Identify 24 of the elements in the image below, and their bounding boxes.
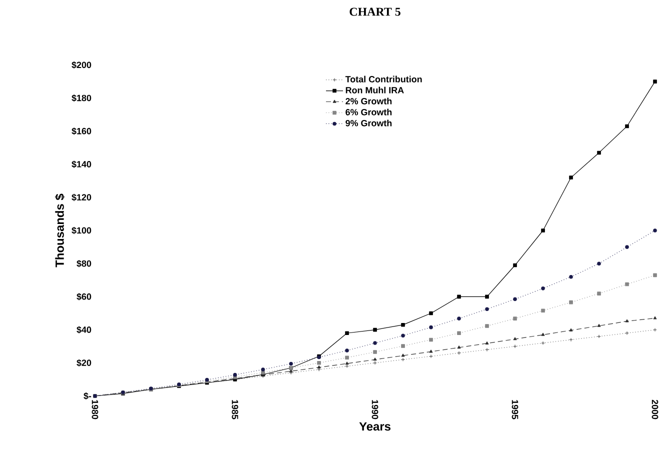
y-tick-label: $100 bbox=[72, 226, 92, 234]
x-tick-label: 1980 bbox=[92, 400, 98, 420]
y-tick-label: $160 bbox=[72, 128, 92, 135]
legend-label: 2% Growth bbox=[346, 98, 392, 104]
x-tick-label: 2000 bbox=[652, 400, 658, 420]
x-tick-label: 1985 bbox=[232, 400, 238, 420]
chart-title: CHART 5 bbox=[350, 8, 400, 16]
y-tick-label: $20 bbox=[76, 359, 92, 367]
x-tick-label: 1995 bbox=[512, 400, 518, 420]
legend-label: 6% Growth bbox=[346, 108, 392, 116]
y-tick-label: $140 bbox=[72, 160, 92, 168]
y-tick-label: $120 bbox=[72, 194, 92, 202]
y-tick-label: $40 bbox=[76, 326, 92, 334]
y-axis-title: Thousands $ bbox=[54, 194, 65, 268]
legend-label: 9% Growth bbox=[346, 120, 392, 126]
x-axis-title: Years bbox=[359, 422, 390, 431]
legend-label: Ron Muhl IRA bbox=[346, 86, 404, 94]
y-tick-label: $180 bbox=[72, 94, 92, 102]
y-tick-label: $200 bbox=[72, 61, 92, 69]
y-tick-label: $60 bbox=[76, 293, 92, 300]
y-tick-label: $- bbox=[84, 392, 92, 400]
legend-label: Total Contribution bbox=[345, 76, 422, 82]
x-tick-label: 1990 bbox=[372, 400, 378, 420]
y-tick-label: $80 bbox=[76, 260, 92, 268]
